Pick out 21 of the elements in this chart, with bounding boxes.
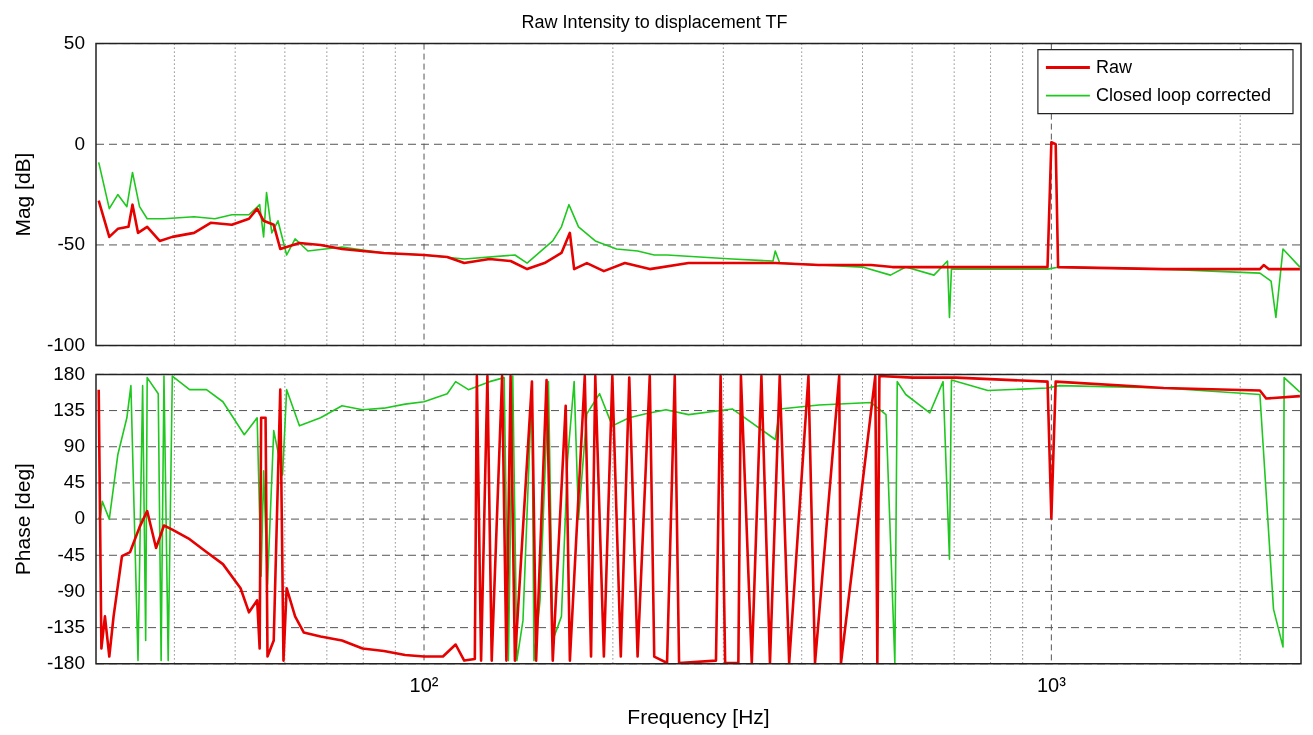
y-tick-label: 0 — [74, 132, 85, 154]
y-tick-label: -180 — [46, 652, 85, 674]
y-tick-label: -45 — [57, 543, 85, 565]
y-tick-label: 45 — [63, 471, 85, 493]
legend-label: Raw — [1095, 56, 1133, 77]
x-tick-label: 10² — [409, 674, 439, 697]
legend-label: Closed loop corrected — [1095, 84, 1272, 105]
y-tick-label: 180 — [53, 362, 85, 384]
y-tick-label: 50 — [63, 31, 85, 53]
y-tick-label: -100 — [46, 333, 85, 355]
chart-title: Raw Intensity to displacement TF — [521, 11, 788, 32]
y-tick-label: -50 — [57, 233, 85, 255]
y-tick-label: 90 — [63, 434, 85, 456]
y-axis-title: Mag [dB] — [11, 152, 35, 237]
y-tick-label: 135 — [53, 398, 85, 420]
y-tick-label: 0 — [74, 507, 85, 529]
y-tick-label: -90 — [57, 579, 85, 601]
x-tick-label: 10³ — [1036, 674, 1067, 697]
y-tick-label: -135 — [46, 615, 85, 637]
x-axis-title: Frequency [Hz] — [627, 705, 770, 729]
y-axis-title: Phase [deg] — [11, 463, 35, 576]
